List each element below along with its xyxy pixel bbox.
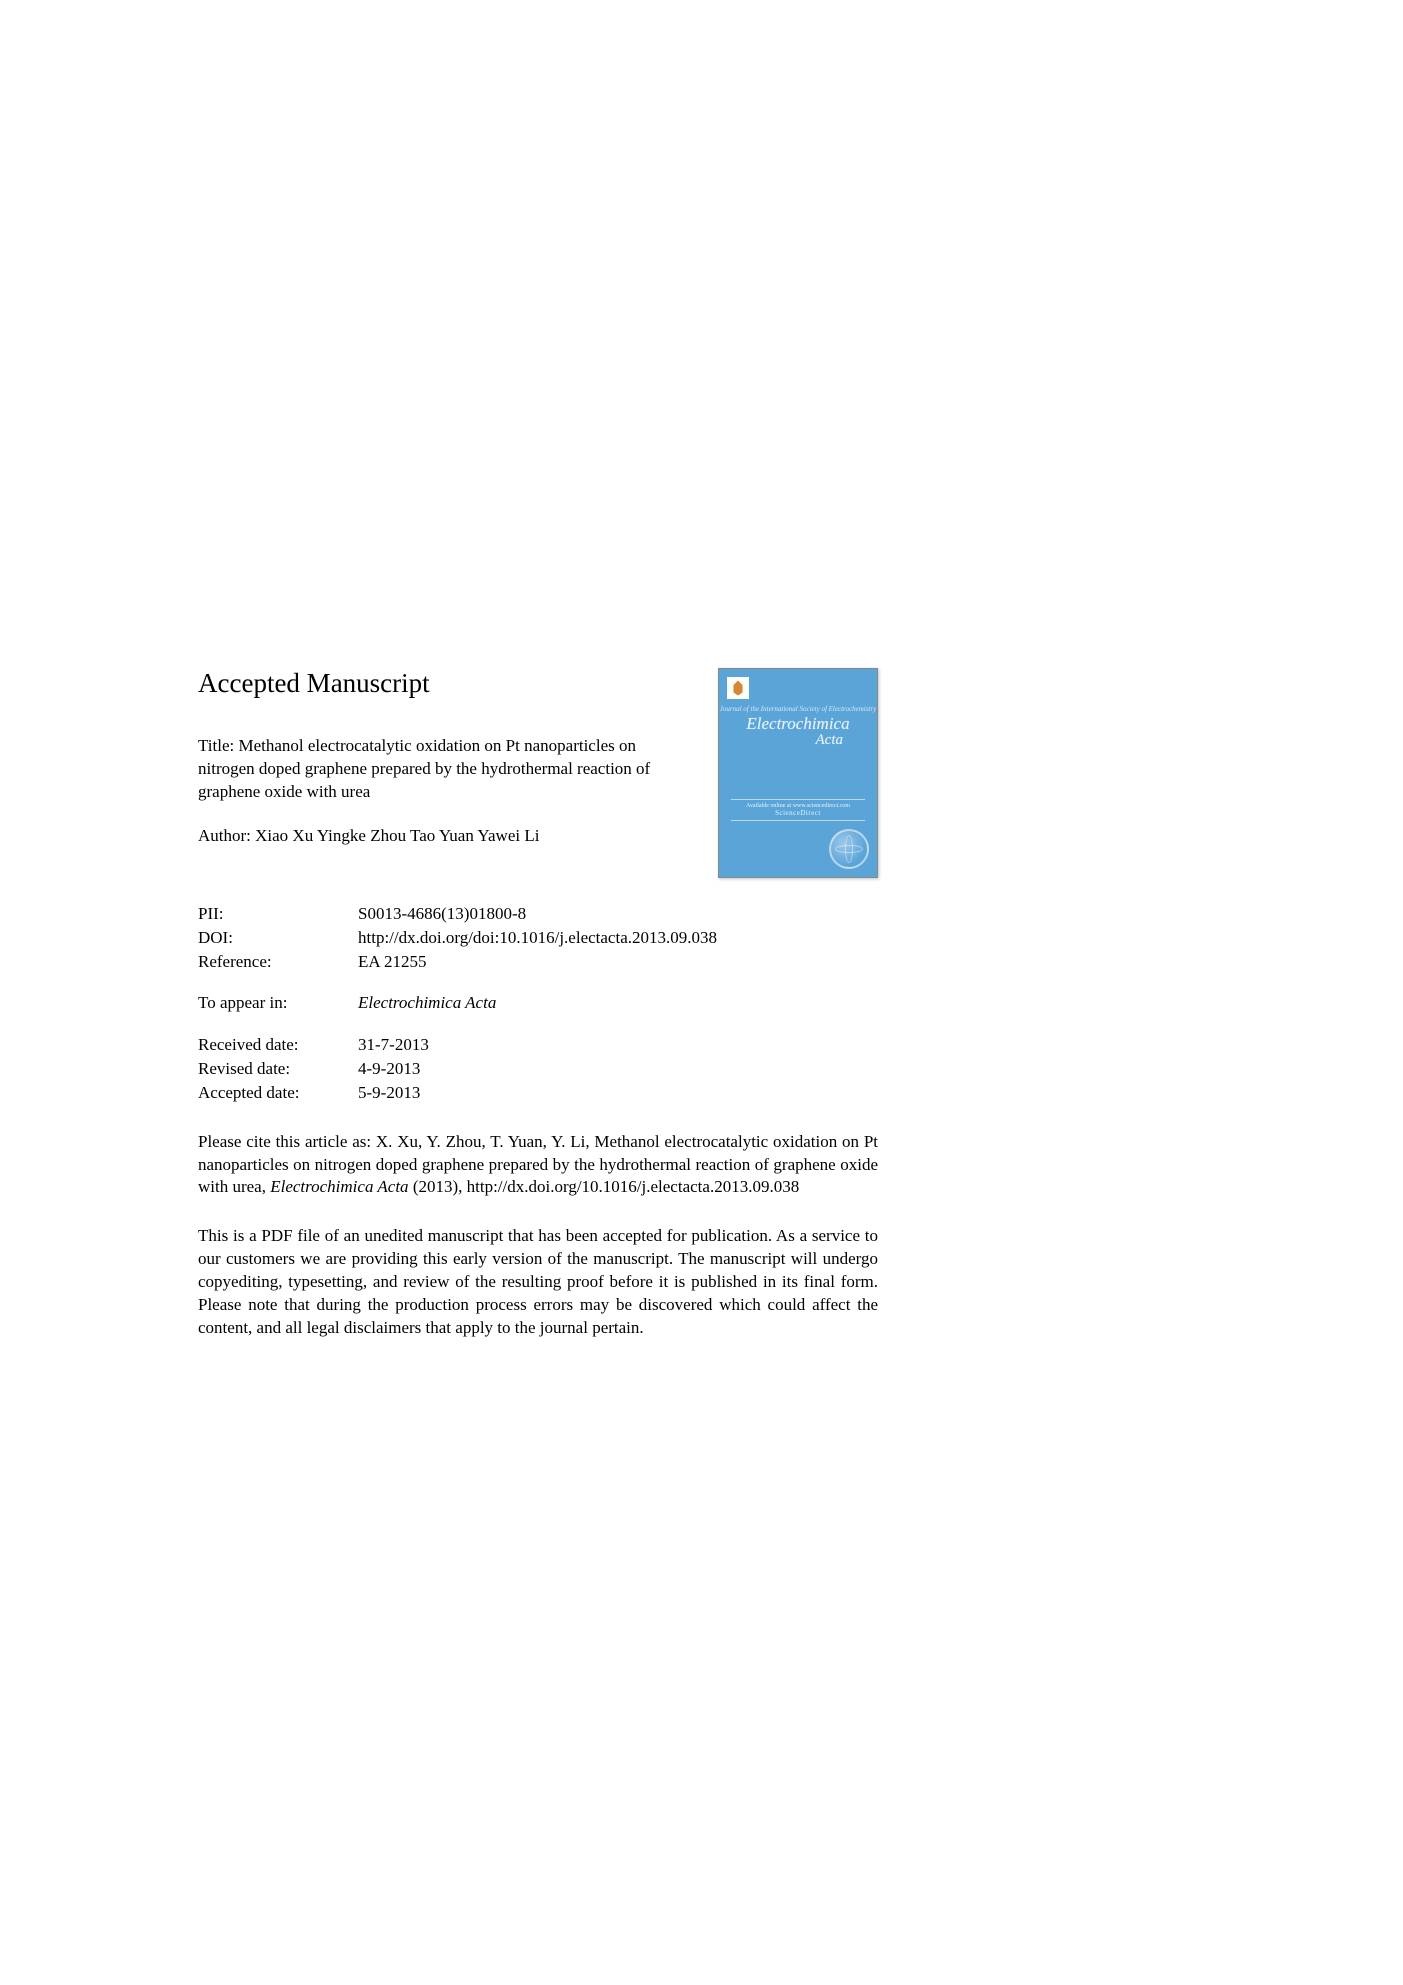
meta-label-reference: Reference:: [198, 950, 358, 974]
cover-band: Available online at www.sciencedirect.co…: [731, 799, 865, 821]
meta-value-reference: EA 21255: [358, 950, 426, 974]
meta-row-received: Received date: 31-7-2013: [198, 1033, 878, 1057]
elsevier-logo-icon: [727, 677, 749, 699]
cover-band-sciencedirect: ScienceDirect: [731, 809, 865, 817]
meta-value-pii: S0013-4686(13)01800-8: [358, 902, 526, 926]
journal-cover-thumbnail: Journal of the International Society of …: [718, 668, 878, 878]
citation-paragraph: Please cite this article as: X. Xu, Y. Z…: [198, 1131, 878, 1200]
cover-small-text: Journal of the International Society of …: [719, 705, 877, 713]
meta-value-received: 31-7-2013: [358, 1033, 429, 1057]
meta-value-revised: 4-9-2013: [358, 1057, 420, 1081]
title-block: Title: Methanol electrocatalytic oxidati…: [198, 735, 658, 804]
header-left: Accepted Manuscript Title: Methanol elec…: [198, 668, 658, 846]
disclaimer-paragraph: This is a PDF file of an unedited manusc…: [198, 1225, 878, 1340]
title-text: Methanol electrocatalytic oxidation on P…: [198, 736, 650, 801]
meta-value-appear: Electrochimica Acta: [358, 991, 496, 1015]
header-row: Accepted Manuscript Title: Methanol elec…: [198, 668, 878, 878]
meta-label-appear: To appear in:: [198, 991, 358, 1015]
author-prefix: Author:: [198, 826, 255, 845]
cite-journal: Electrochimica Acta: [270, 1177, 408, 1196]
metadata-table: PII: S0013-4686(13)01800-8 DOI: http://d…: [198, 902, 878, 1105]
meta-label-pii: PII:: [198, 902, 358, 926]
meta-label-doi: DOI:: [198, 926, 358, 950]
title-prefix: Title:: [198, 736, 238, 755]
globe-icon: [829, 829, 869, 869]
page-heading: Accepted Manuscript: [198, 668, 658, 699]
meta-value-accepted: 5-9-2013: [358, 1081, 420, 1105]
cover-title-line1: Electrochimica: [746, 714, 849, 733]
manuscript-cover-page: Accepted Manuscript Title: Methanol elec…: [198, 668, 878, 1340]
meta-label-accepted: Accepted date:: [198, 1081, 358, 1105]
meta-label-revised: Revised date:: [198, 1057, 358, 1081]
author-block: Author: Xiao Xu Yingke Zhou Tao Yuan Yaw…: [198, 826, 658, 846]
meta-row-revised: Revised date: 4-9-2013: [198, 1057, 878, 1081]
meta-row-appear: To appear in: Electrochimica Acta: [198, 991, 878, 1015]
author-text: Xiao Xu Yingke Zhou Tao Yuan Yawei Li: [255, 826, 539, 845]
meta-value-doi: http://dx.doi.org/doi:10.1016/j.electact…: [358, 926, 717, 950]
meta-row-reference: Reference: EA 21255: [198, 950, 878, 974]
meta-row-doi: DOI: http://dx.doi.org/doi:10.1016/j.ele…: [198, 926, 878, 950]
meta-row-pii: PII: S0013-4686(13)01800-8: [198, 902, 878, 926]
meta-row-accepted: Accepted date: 5-9-2013: [198, 1081, 878, 1105]
meta-label-received: Received date:: [198, 1033, 358, 1057]
cite-tail: (2013), http://dx.doi.org/10.1016/j.elec…: [409, 1177, 800, 1196]
cover-journal-title: Electrochimica Acta: [719, 715, 877, 749]
cover-title-line2: Acta: [719, 733, 877, 749]
